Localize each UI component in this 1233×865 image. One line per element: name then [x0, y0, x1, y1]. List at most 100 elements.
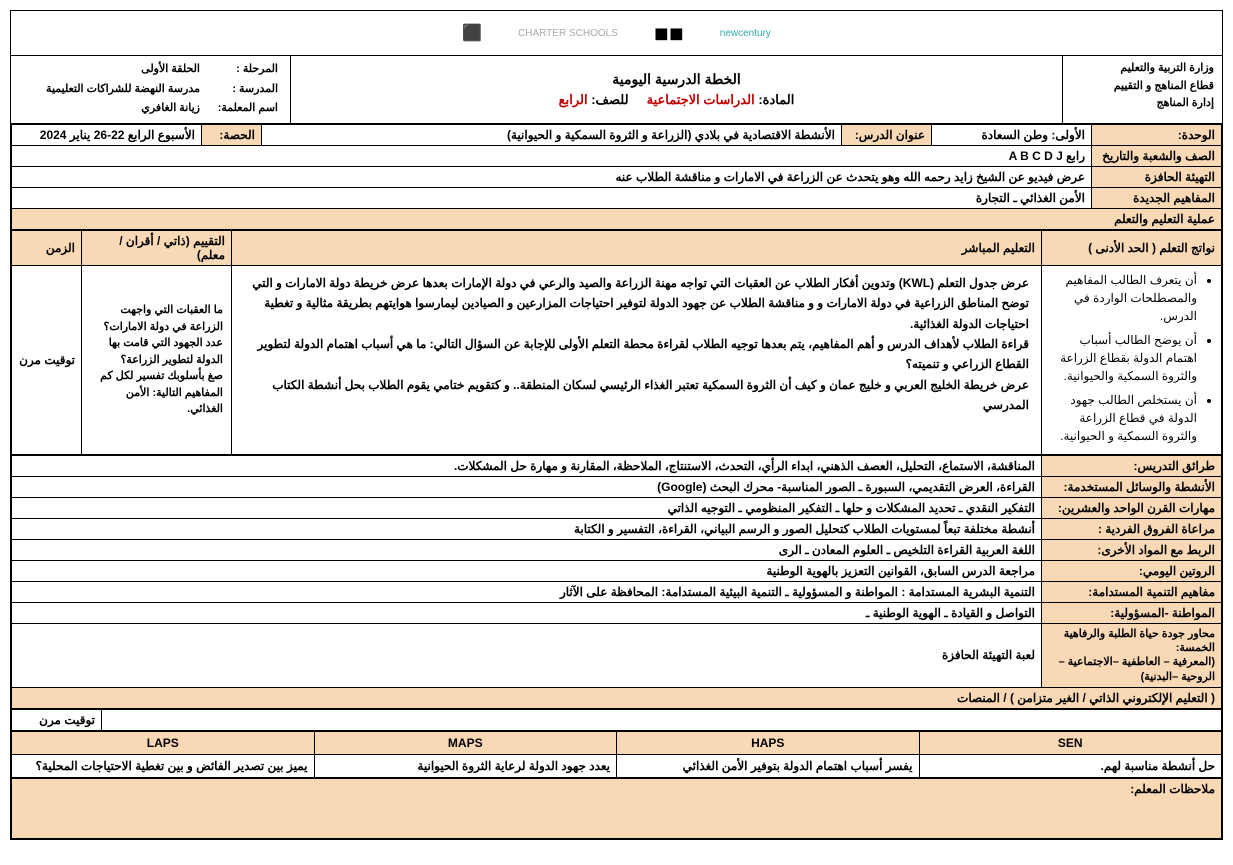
- logo-glyph: ⬛: [462, 23, 482, 43]
- concepts-label: المفاهيم الجديدة: [1092, 187, 1222, 208]
- direct-teaching-cell: عرض جدول التعلم (KWL) وتدوين أفكار الطلا…: [232, 265, 1042, 454]
- direct-teaching-label: التعليم المباشر: [232, 230, 1042, 265]
- wellbeing-value: لعبة التهيئة الحافزة: [12, 623, 1042, 687]
- subject-line: المادة: الدراسات الاجتماعية للصف: الرابع: [295, 92, 1058, 108]
- elearning-header: ( التعليم الإلكتروني الذاتي / الغير متزا…: [12, 687, 1222, 708]
- elearning-empty: [102, 709, 1222, 730]
- grade-section-row: الصف والشعبة والتاريخ رابع A B C D J: [12, 145, 1222, 166]
- school-info: المرحلة : الحلقة الأولى المدرسة : مدرسة …: [11, 56, 291, 123]
- teacher-label: اسم المعلمة:: [204, 99, 282, 119]
- activities-value: القراءة، العرض التقديمي، السبورة ـ الصور…: [12, 476, 1042, 497]
- differentiation-table: SEN HAPS MAPS LAPS حل أنشطة مناسبة لهم. …: [11, 731, 1222, 778]
- logo-text: CHARTER SCHOOLS: [518, 28, 618, 39]
- ministry-block: وزارة التربية والتعليم قطاع المناهج و ال…: [1062, 56, 1222, 123]
- warmup-value: عرض فيديو عن الشيخ زايد رحمه الله وهو يت…: [12, 166, 1092, 187]
- lesson-value: الأنشطة الاقتصادية في بلادي (الزراعة و ا…: [262, 124, 842, 145]
- diff-haps-value: يفسر أسباب اهتمام الدولة بتوفير الأمن ال…: [617, 754, 920, 777]
- grade-section-label: الصف والشعبة والتاريخ: [1092, 145, 1222, 166]
- unit-value: الأولى: وطن السعادة: [932, 124, 1092, 145]
- stage-label: المرحلة :: [204, 60, 282, 80]
- logo-glyph: ◼◼: [654, 23, 684, 44]
- elearning-time: توقيت مرن: [12, 709, 102, 730]
- logo-newcentury: newcentury: [712, 17, 779, 49]
- diff-sen-header: SEN: [919, 731, 1222, 754]
- grade-value: الرابع: [559, 92, 588, 107]
- logo-right: ⬛: [454, 17, 490, 49]
- concepts-value: الأمن الغذائي ـ التجارة: [12, 187, 1092, 208]
- grade-label: للصف:: [591, 92, 628, 107]
- lesson-plan-page: newcentury ◼◼ CHARTER SCHOOLS ⬛ وزارة ال…: [10, 10, 1223, 840]
- logo-text: newcentury: [720, 28, 771, 39]
- unit-row: الوحدة: الأولى: وطن السعادة عنوان الدرس:…: [12, 124, 1222, 145]
- time-label: الزمن: [12, 230, 82, 265]
- activities-label: الأنشطة والوسائل المستخدمة:: [1042, 476, 1222, 497]
- elearning-header-row: ( التعليم الإلكتروني الذاتي / الغير متزا…: [12, 687, 1222, 708]
- notes-table: ملاحظات المعلم:: [11, 778, 1222, 839]
- main-table: الوحدة: الأولى: وطن السعادة عنوان الدرس:…: [11, 124, 1222, 230]
- assessment-label: التقييم (ذاتي / أقران / معلم): [82, 230, 232, 265]
- time-value: توقيت مرن: [12, 265, 82, 454]
- methods-row: طرائق التدريس: المناقشة، الاستماع، التحل…: [12, 455, 1222, 476]
- week-value: الأسبوع الرابع 22-26 يناير 2024: [12, 124, 202, 145]
- activities-row: الأنشطة والوسائل المستخدمة: القراءة، الع…: [12, 476, 1222, 497]
- ministry-line: إدارة المناهج: [1071, 95, 1214, 113]
- outcome-item: أن يستخلص الطالب جهود الدولة في قطاع الز…: [1048, 391, 1197, 445]
- plan-title: الخطة الدرسية اليومية: [295, 71, 1058, 88]
- citizenship-value: التواصل و القيادة ـ الهوية الوطنية ـ: [12, 602, 1042, 623]
- warmup-row: التهيئة الحافزة عرض فيديو عن الشيخ زايد …: [12, 166, 1222, 187]
- diff-laps-header: LAPS: [12, 731, 315, 754]
- sustainability-value: التنمية البشرية المستدامة : المواطنة و ا…: [12, 581, 1042, 602]
- teaching-header-row: نواتج التعلم ( الحد الأدنى ) التعليم الم…: [12, 230, 1222, 265]
- header-logos: newcentury ◼◼ CHARTER SCHOOLS ⬛: [11, 11, 1222, 56]
- teaching-content-row: أن يتعرف الطالب المفاهيم والمصطلحات الوا…: [12, 265, 1222, 454]
- differentiation-row: مراعاة الفروق الفردية : أنشطة مختلفة تبع…: [12, 518, 1222, 539]
- wellbeing-row: محاور جودة حياة الطلبة والرفاهية الخمسة:…: [12, 623, 1222, 687]
- diff-laps-value: يميز بين تصدير الفائض و بين تغطية الاحتي…: [12, 754, 315, 777]
- citizenship-label: المواطنة -المسؤولية:: [1042, 602, 1222, 623]
- ministry-line: وزارة التربية والتعليم: [1071, 60, 1214, 78]
- wellbeing-label: محاور جودة حياة الطلبة والرفاهية الخمسة:…: [1042, 623, 1222, 687]
- integration-row: الربط مع المواد الأخرى: اللغة العربية ال…: [12, 539, 1222, 560]
- diff-maps-value: يعدد جهود الدولة لرعاية الثروة الحيوانية: [314, 754, 617, 777]
- teacher-value: زيانة الغافري: [19, 99, 204, 119]
- routine-label: الروتين اليومي:: [1042, 560, 1222, 581]
- process-header: عملية التعليم والتعلم: [12, 208, 1222, 229]
- citizenship-row: المواطنة -المسؤولية: التواصل و القيادة ـ…: [12, 602, 1222, 623]
- assessment-content: ما العقبات التي واجهت الزراعة في دولة ال…: [88, 300, 225, 420]
- header-center: الخطة الدرسية اليومية المادة: الدراسات ا…: [291, 56, 1062, 123]
- diff-maps-header: MAPS: [314, 731, 617, 754]
- grade-section-value: رابع A B C D J: [12, 145, 1092, 166]
- routine-value: مراجعة الدرس السابق، القوانين التعزيز با…: [12, 560, 1042, 581]
- ministry-line: قطاع المناهج و التقييم: [1071, 78, 1214, 96]
- diff-header-row: SEN HAPS MAPS LAPS: [12, 731, 1222, 754]
- details-table: طرائق التدريس: المناقشة، الاستماع، التحل…: [11, 455, 1222, 709]
- stage-value: الحلقة الأولى: [19, 60, 204, 80]
- school-value: مدرسة النهضة للشراكات التعليمية: [19, 80, 204, 100]
- skills21-value: التفكير النقدي ـ تحديد المشكلات و حلها ـ…: [12, 497, 1042, 518]
- methods-label: طرائق التدريس:: [1042, 455, 1222, 476]
- lesson-label: عنوان الدرس:: [842, 124, 932, 145]
- teaching-table: نواتج التعلم ( الحد الأدنى ) التعليم الم…: [11, 230, 1222, 455]
- warmup-label: التهيئة الحافزة: [1092, 166, 1222, 187]
- subject-value: الدراسات الاجتماعية: [647, 92, 755, 107]
- sustainability-label: مفاهيم التنمية المستدامة:: [1042, 581, 1222, 602]
- routine-row: الروتين اليومي: مراجعة الدرس السابق، الق…: [12, 560, 1222, 581]
- differentiation-label: مراعاة الفروق الفردية :: [1042, 518, 1222, 539]
- concepts-row: المفاهيم الجديدة الأمن الغذائي ـ التجارة: [12, 187, 1222, 208]
- logo-middle-1: ◼◼: [646, 17, 692, 49]
- outcomes-list: أن يتعرف الطالب المفاهيم والمصطلحات الوا…: [1048, 271, 1215, 445]
- integration-value: اللغة العربية القراءة التلخيص ـ العلوم ا…: [12, 539, 1042, 560]
- logo-charter: CHARTER SCHOOLS: [510, 17, 626, 49]
- diff-sen-value: حل أنشطة مناسبة لهم.: [919, 754, 1222, 777]
- school-label: المدرسة :: [204, 80, 282, 100]
- elearning-time-table: توقيت مرن: [11, 709, 1222, 731]
- skills21-label: مهارات القرن الواحد والعشرين:: [1042, 497, 1222, 518]
- diff-haps-header: HAPS: [617, 731, 920, 754]
- sustainability-row: مفاهيم التنمية المستدامة: التنمية البشري…: [12, 581, 1222, 602]
- assessment-cell: ما العقبات التي واجهت الزراعة في دولة ال…: [82, 265, 232, 454]
- diff-value-row: حل أنشطة مناسبة لهم. يفسر أسباب اهتمام ا…: [12, 754, 1222, 777]
- outcome-item: أن يوضح الطالب أسباب اهتمام الدولة بقطاع…: [1048, 331, 1197, 385]
- outcomes-label: نواتج التعلم ( الحد الأدنى ): [1042, 230, 1222, 265]
- skills21-row: مهارات القرن الواحد والعشرين: التفكير ال…: [12, 497, 1222, 518]
- notes-label: ملاحظات المعلم:: [12, 778, 1222, 838]
